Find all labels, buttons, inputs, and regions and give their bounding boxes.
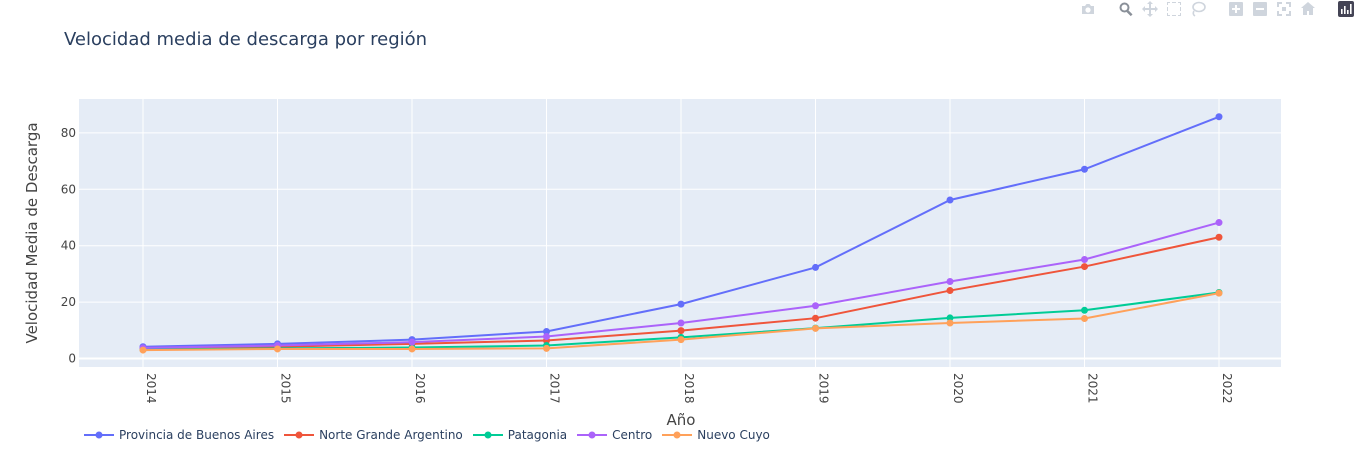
data-point[interactable] [543,327,550,335]
legend-label: Provincia de Buenos Aires [119,428,275,442]
series-lines [139,113,1223,354]
legend-item[interactable]: Nuevo Cuyo [662,428,770,442]
data-point[interactable] [408,338,416,346]
zoom-out-icon[interactable] [1251,0,1269,18]
legend-label: Centro [612,428,653,442]
legend-swatch-icon [472,431,503,439]
x-tick-label: 2019 [817,373,831,404]
series-nuevo-cuyo [139,289,1223,354]
legend-swatch-icon [284,431,315,439]
legend-label: Norte Grande Argentino [319,428,463,442]
data-point[interactable] [812,263,819,271]
y-tick-label: 80 [61,126,76,140]
data-point[interactable] [1215,113,1223,121]
data-point[interactable] [677,336,685,344]
autoscale-icon[interactable] [1275,0,1293,18]
legend-item[interactable]: Patagonia [472,428,568,442]
data-point[interactable] [1215,233,1223,241]
x-tick-label: 2018 [682,373,696,404]
data-point[interactable] [408,345,416,353]
data-point[interactable] [677,300,685,308]
data-point[interactable] [1081,306,1088,314]
data-point[interactable] [677,327,685,335]
legend-item[interactable]: Centro [577,428,652,442]
legend-item[interactable]: Norte Grande Argentino [284,428,463,442]
modebar [1079,0,1357,18]
data-point[interactable] [946,314,954,322]
data-point[interactable] [946,196,954,204]
x-tick-label: 2020 [951,373,965,404]
legend-label: Patagonia [507,428,568,442]
data-point[interactable] [274,345,281,353]
data-point[interactable] [946,319,954,327]
data-point[interactable] [1081,314,1088,322]
data-point[interactable] [1215,289,1223,297]
plot-area [79,99,1281,367]
x-tick-labels: 2014 2015 2016 2017 2018 2019 2020 2021 2022 [144,373,1234,404]
data-point[interactable] [1215,219,1223,227]
data-point[interactable] [812,314,819,322]
x-tick-label: 2015 [279,373,293,404]
x-tick-label: 2017 [548,373,562,404]
y-tick-labels: 0 20 40 60 80 [61,126,76,366]
legend: Provincia de Buenos Aires Norte Grande Ar… [84,428,770,442]
data-point[interactable] [812,302,819,310]
data-point[interactable] [1081,256,1088,264]
legend-item[interactable]: Provincia de Buenos Aires [84,428,274,442]
zoom-icon[interactable] [1117,0,1135,18]
plotly-logo-icon[interactable] [1337,0,1355,18]
x-tick-label: 2021 [1086,373,1100,404]
y-tick-label: 40 [61,239,76,253]
y-axis-title: Velocidad Media de Descarga [23,122,41,343]
data-point[interactable] [1081,165,1088,173]
data-point[interactable] [543,344,550,352]
x-tick-label: 2016 [413,373,427,404]
data-point[interactable] [946,287,954,295]
camera-icon[interactable] [1079,0,1097,18]
data-point[interactable] [1081,263,1088,271]
data-point[interactable] [139,346,147,354]
x-tick-label: 2022 [1220,373,1234,404]
data-point[interactable] [543,333,550,341]
zoom-in-icon[interactable] [1227,0,1245,18]
chart-title: Velocidad media de descarga por región [64,29,428,50]
data-point[interactable] [677,319,685,327]
legend-swatch-icon [84,431,114,439]
data-point[interactable] [946,278,954,286]
reset-axes-icon[interactable] [1299,0,1317,18]
y-tick-label: 0 [68,352,76,366]
y-tick-label: 20 [61,295,76,309]
data-point[interactable] [812,324,819,332]
x-axis-title: Año [667,411,696,429]
lasso-select-icon[interactable] [1189,0,1207,18]
legend-swatch-icon [577,431,608,439]
pan-icon[interactable] [1141,0,1159,18]
y-tick-label: 60 [61,182,76,196]
legend-swatch-icon [662,431,693,439]
x-tick-label: 2014 [144,373,158,404]
legend-label: Nuevo Cuyo [697,428,770,442]
